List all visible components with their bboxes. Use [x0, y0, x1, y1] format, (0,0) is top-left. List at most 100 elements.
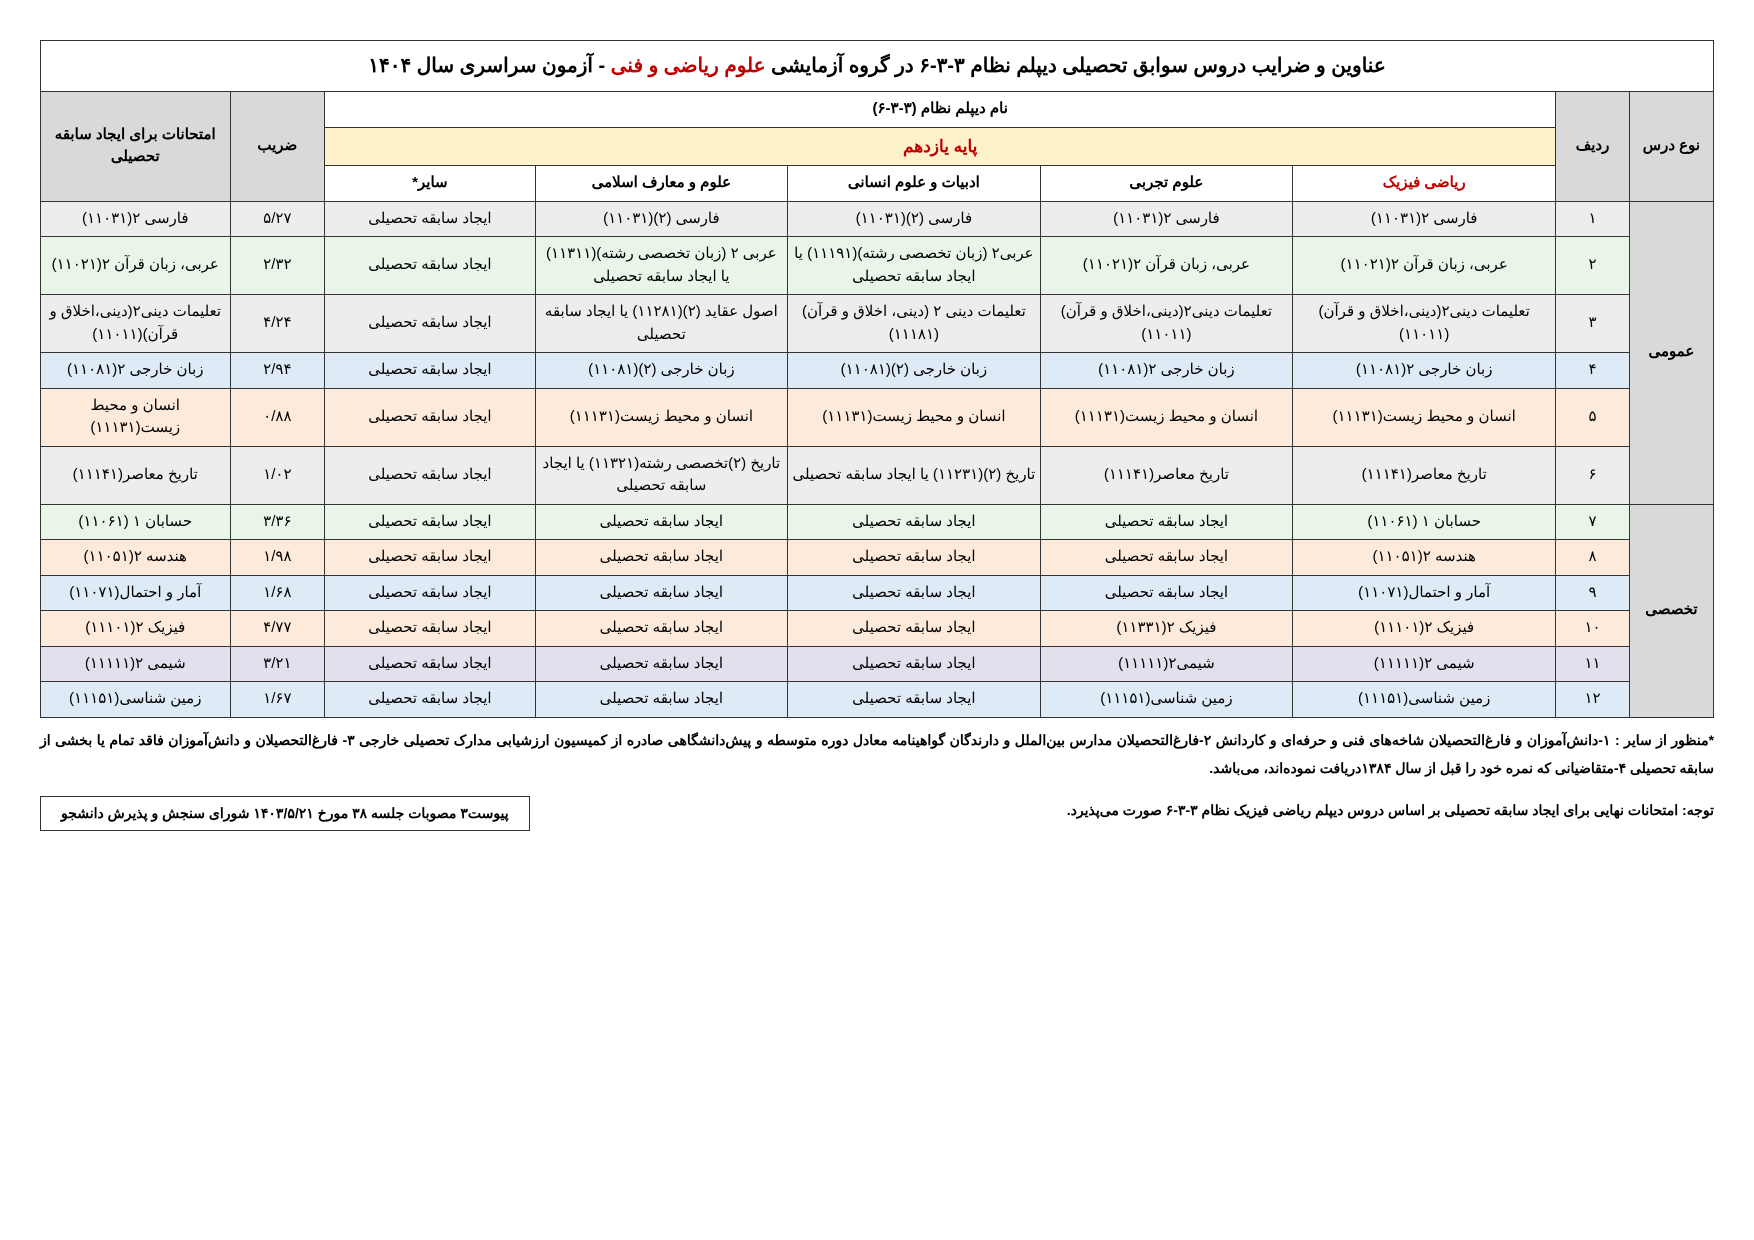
table-row: ۱۲زمین شناسی(۱۱۱۵۱)زمین شناسی(۱۱۱۵۱)ایجا… — [41, 682, 1714, 718]
cell-coef: ۰/۸۸ — [230, 388, 325, 446]
table-row: ۲عربی، زبان قرآن ۲(۱۱۰۲۱)عربی، زبان قرآن… — [41, 237, 1714, 295]
cell-other: ایجاد سابقه تحصیلی — [325, 237, 535, 295]
table-row: ۳تعلیمات دینی۲(دینی،اخلاق و قرآن)(۱۱۰۱۱)… — [41, 295, 1714, 353]
cell-phys: فیزیک ۲(۱۱۱۰۱) — [1293, 611, 1556, 647]
cell-other: ایجاد سابقه تحصیلی — [325, 353, 535, 389]
cell-exp: انسان و محیط زیست(۱۱۱۳۱) — [1040, 388, 1293, 446]
cell-phys: عربی، زبان قرآن ۲(۱۱۰۲۱) — [1293, 237, 1556, 295]
cell-exp: زبان خارجی ۲(۱۱۰۸۱) — [1040, 353, 1293, 389]
table-row: ۱۱شیمی ۲(۱۱۱۱۱)شیمی۲(۱۱۱۱۱)ایجاد سابقه ت… — [41, 646, 1714, 682]
bottom-note: توجه: امتحانات نهایی برای ایجاد سابقه تح… — [550, 796, 1714, 831]
cell-isl: ایجاد سابقه تحصیلی — [535, 646, 788, 682]
cell-isl: ایجاد سابقه تحصیلی — [535, 540, 788, 576]
cell-coef: ۱/۹۸ — [230, 540, 325, 576]
attachment-box: پیوست۳ مصوبات جلسه ۳۸ مورخ ۱۴۰۳/۵/۲۱ شور… — [40, 796, 530, 831]
cell-other: ایجاد سابقه تحصیلی — [325, 388, 535, 446]
cell-other: ایجاد سابقه تحصیلی — [325, 295, 535, 353]
row-index: ۲ — [1556, 237, 1630, 295]
cell-other: ایجاد سابقه تحصیلی — [325, 611, 535, 647]
table-row: ۸ هندسه ۲(۱۱۰۵۱) ایجاد سابقه تحصیلیایجاد س… — [41, 540, 1714, 576]
cell-phys: انسان و محیط زیست(۱۱۱۳۱) — [1293, 388, 1556, 446]
cell-isl: زبان خارجی (۲)(۱۱۰۸۱) — [535, 353, 788, 389]
page-title: عناوین و ضرایب دروس سوابق تحصیلی دیپلم ن… — [41, 41, 1714, 92]
cell-isl: ایجاد سابقه تحصیلی — [535, 575, 788, 611]
cell-coef: ۱/۶۷ — [230, 682, 325, 718]
cell-exp: شیمی۲(۱۱۱۱۱) — [1040, 646, 1293, 682]
cell-exam: زبان خارجی ۲(۱۱۰۸۱) — [41, 353, 231, 389]
table-row: ۴زبان خارجی ۲(۱۱۰۸۱)زبان خارجی ۲(۱۱۰۸۱)ز… — [41, 353, 1714, 389]
cell-exp: ایجاد سابقه تحصیلی — [1040, 504, 1293, 540]
cell-phys: شیمی ۲(۱۱۱۱۱) — [1293, 646, 1556, 682]
cell-coef: ۴/۷۷ — [230, 611, 325, 647]
cell-phys: زمین شناسی(۱۱۱۵۱) — [1293, 682, 1556, 718]
cell-coef: ۲/۹۴ — [230, 353, 325, 389]
cell-isl: انسان و محیط زیست(۱۱۱۳۱) — [535, 388, 788, 446]
cell-phys: آمار و احتمال(۱۱۰۷۱) — [1293, 575, 1556, 611]
title-post: - آزمون سراسری سال ۱۴۰۴ — [368, 55, 611, 77]
cell-hum: ایجاد سابقه تحصیلی — [788, 575, 1041, 611]
table-row: تخصصی۷حسابان ۱ (۱۱۰۶۱)ایجاد سابقه تحصیلی… — [41, 504, 1714, 540]
row-index: ۹ — [1556, 575, 1630, 611]
cell-exp: تاریخ معاصر(۱۱۱۴۱) — [1040, 446, 1293, 504]
row-index: ۱۱ — [1556, 646, 1630, 682]
row-index: ۱۲ — [1556, 682, 1630, 718]
cell-phys: تعلیمات دینی۲(دینی،اخلاق و قرآن)(۱۱۰۱۱) — [1293, 295, 1556, 353]
cell-isl: عربی ۲ (زبان تخصصی رشته)(۱۱۳۱۱) یا ایجاد… — [535, 237, 788, 295]
table-row: ۵انسان و محیط زیست(۱۱۱۳۱)انسان و محیط زی… — [41, 388, 1714, 446]
cell-other: ایجاد سابقه تحصیلی — [325, 575, 535, 611]
row-index: ۷ — [1556, 504, 1630, 540]
cell-hum: فارسی (۲)(۱۱۰۳۱) — [788, 201, 1041, 237]
cell-exp: عربی، زبان قرآن ۲(۱۱۰۲۱) — [1040, 237, 1293, 295]
cell-exam: حسابان ۱ (۱۱۰۶۱) — [41, 504, 231, 540]
cell-other: ایجاد سابقه تحصیلی — [325, 504, 535, 540]
hdr-coef: ضریب — [230, 92, 325, 202]
table-row: ۶تاریخ معاصر(۱۱۱۴۱)تاریخ معاصر(۱۱۱۴۱)تار… — [41, 446, 1714, 504]
row-index: ۸ — [1556, 540, 1630, 576]
row-index: ۵ — [1556, 388, 1630, 446]
cell-isl: فارسی (۲)(۱۱۰۳۱) — [535, 201, 788, 237]
cell-coef: ۵/۲۷ — [230, 201, 325, 237]
cell-hum: عربی۲ (زبان تخصصی رشته)(۱۱۱۹۱) یا ایجاد … — [788, 237, 1041, 295]
row-index: ۶ — [1556, 446, 1630, 504]
cell-exp: فارسی ۲(۱۱۰۳۱) — [1040, 201, 1293, 237]
row-index: ۱ — [1556, 201, 1630, 237]
cell-isl: ایجاد سابقه تحصیلی — [535, 611, 788, 647]
cell-other: ایجاد سابقه تحصیلی — [325, 446, 535, 504]
title-pre: عناوین و ضرایب دروس سوابق تحصیلی دیپلم ن… — [766, 55, 1386, 77]
cell-exam: فارسی ۲(۱۱۰۳۱) — [41, 201, 231, 237]
cell-phys: فارسی ۲(۱۱۰۳۱) — [1293, 201, 1556, 237]
cell-phys: حسابان ۱ (۱۱۰۶۱) — [1293, 504, 1556, 540]
table-row: ۱۰فیزیک ۲(۱۱۱۰۱)فیزیک ۲(۱۱۳۳۱)ایجاد سابق… — [41, 611, 1714, 647]
cell-other: ایجاد سابقه تحصیلی — [325, 201, 535, 237]
cell-exam: تعلیمات دینی۲(دینی،اخلاق و قرآن)(۱۱۰۱۱) — [41, 295, 231, 353]
courses-table: عناوین و ضرایب دروس سوابق تحصیلی دیپلم ن… — [40, 40, 1714, 718]
row-index: ۴ — [1556, 353, 1630, 389]
cell-coef: ۱/۶۸ — [230, 575, 325, 611]
title-mid: علوم ریاضی و فنی — [611, 55, 766, 77]
cell-exam: هندسه ۲(۱۱۰۵۱) — [41, 540, 231, 576]
hdr-exam: امتحانات برای ایجاد سابقه تحصیلی — [41, 92, 231, 202]
col-hum: ادبیات و علوم انسانی — [788, 166, 1041, 202]
cell-exp: فیزیک ۲(۱۱۳۳۱) — [1040, 611, 1293, 647]
cell-other: ایجاد سابقه تحصیلی — [325, 682, 535, 718]
col-other: سایر* — [325, 166, 535, 202]
cell-coef: ۱/۰۲ — [230, 446, 325, 504]
cell-hum: تعلیمات دینی ۲ (دینی، اخلاق و قرآن)(۱۱۱۸… — [788, 295, 1041, 353]
cell-exp: تعلیمات دینی۲(دینی،اخلاق و قرآن)(۱۱۰۱۱) — [1040, 295, 1293, 353]
row-index: ۳ — [1556, 295, 1630, 353]
cell-hum: ایجاد سابقه تحصیلی — [788, 682, 1041, 718]
cell-coef: ۳/۲۱ — [230, 646, 325, 682]
cell-other: ایجاد سابقه تحصیلی — [325, 540, 535, 576]
cell-hum: ایجاد سابقه تحصیلی — [788, 504, 1041, 540]
cell-hum: ایجاد سابقه تحصیلی — [788, 646, 1041, 682]
cell-exam: فیزیک ۲(۱۱۱۰۱) — [41, 611, 231, 647]
hdr-grade: پایه یازدهم — [325, 127, 1556, 166]
cell-exp: ایجاد سابقه تحصیلی — [1040, 575, 1293, 611]
type-specialized: تخصصی — [1629, 504, 1713, 717]
hdr-type: نوع درس — [1629, 92, 1713, 202]
cell-hum: زبان خارجی (۲)(۱۱۰۸۱) — [788, 353, 1041, 389]
cell-coef: ۳/۳۶ — [230, 504, 325, 540]
cell-coef: ۴/۲۴ — [230, 295, 325, 353]
cell-isl: اصول عقاید (۲)(۱۱۲۸۱) یا ایجاد سابقه تحص… — [535, 295, 788, 353]
cell-exam: انسان و محیط زیست(۱۱۱۳۱) — [41, 388, 231, 446]
